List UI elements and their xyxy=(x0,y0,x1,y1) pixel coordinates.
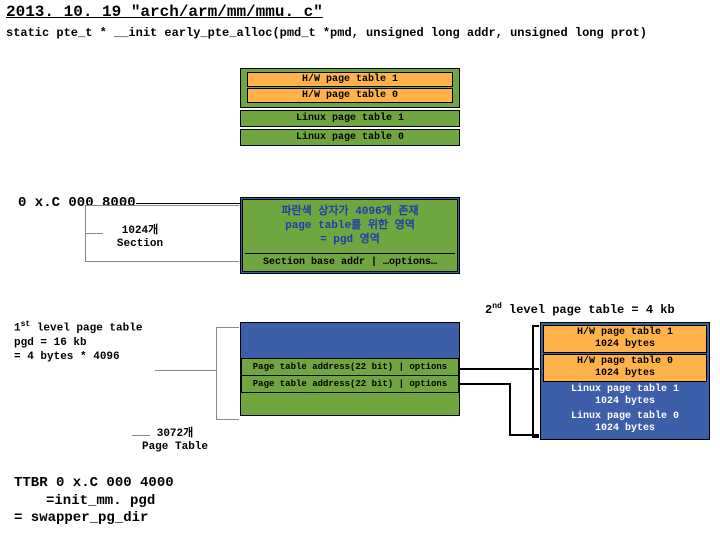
section-count-num: 1024개 xyxy=(122,225,159,237)
ttbr-l3: = swapper_pg_dir xyxy=(14,510,148,526)
pte-block-top: H/W page table 1 H/W page table 0 xyxy=(240,68,460,108)
desc-l2: page table를 위한 영역 xyxy=(285,220,415,232)
sl-l1-a: Linux page table 1 xyxy=(571,384,679,395)
sl-hw0-a: H/W page table 0 xyxy=(577,356,673,367)
ttbr-l2: =init_mm. pgd xyxy=(14,493,155,509)
addr-0xc0008000: 0 x.C 000 8000 xyxy=(18,195,136,211)
connector-line xyxy=(532,436,539,438)
pgd-region-desc: 파란색 상자가 4096개 존재 page table를 위한 영역 = pgd… xyxy=(245,202,455,253)
connector-line xyxy=(136,203,240,204)
sl-l0-a: Linux page table 0 xyxy=(571,411,679,422)
section-count-label: Section xyxy=(117,238,163,250)
page-title: 2013. 10. 19 "arch/arm/mm/mmu. c" xyxy=(0,0,720,24)
linux-page-table-0: Linux page table 0 xyxy=(240,129,460,146)
sl-l1-b: 1024 bytes xyxy=(595,396,655,407)
function-signature: static pte_t * __init early_pte_alloc(pm… xyxy=(0,24,720,46)
hw-page-table-1: H/W page table 1 xyxy=(247,72,453,87)
first-level-label: 1st level page table pgd = 16 kb = 4 byt… xyxy=(14,320,142,365)
sl-l0-b: 1024 bytes xyxy=(595,423,655,434)
pt-count-label: Page Table xyxy=(142,441,208,453)
desc-l3: = pgd 영역 xyxy=(320,234,380,246)
ttbr-l1: TTBR 0 x.C 000 4000 xyxy=(14,475,174,491)
desc-l1: 파란색 상자가 4096개 존재 xyxy=(281,206,418,218)
connector-line xyxy=(85,233,103,234)
page-table-pad xyxy=(241,393,459,415)
second-level-list: H/W page table 1 1024 bytes H/W page tab… xyxy=(540,322,710,440)
sl-linux0: Linux page table 0 1024 bytes xyxy=(543,410,707,436)
ttbr-label: TTBR 0 x.C 000 4000 =init_mm. pgd = swap… xyxy=(14,475,174,528)
connector-line xyxy=(155,370,216,371)
section-base-row: Section base addr | …options… xyxy=(245,253,455,271)
page-table-count: 3072개 Page Table xyxy=(135,428,215,454)
connector-line xyxy=(460,368,539,370)
connector-line xyxy=(85,261,239,262)
connector-line xyxy=(85,205,239,206)
connector-line xyxy=(216,327,239,328)
first-level-l2: pgd = 16 kb xyxy=(14,337,87,349)
pt-count-num: 3072개 xyxy=(157,428,194,440)
connector-line xyxy=(509,383,511,435)
sl-hw0: H/W page table 0 1024 bytes xyxy=(543,354,707,382)
sl-hw1-b: 1024 bytes xyxy=(595,339,655,350)
pt-addr-row-2: Page table address(22 bit) | options xyxy=(242,376,458,392)
connector-line xyxy=(216,419,239,420)
hw-page-table-0: H/W page table 0 xyxy=(247,88,453,103)
page-table-inner: Page table address(22 bit) | options Pag… xyxy=(241,358,459,393)
connector-line xyxy=(216,327,217,419)
connector-line xyxy=(85,205,86,261)
sl-hw1-a: H/W page table 1 xyxy=(577,327,673,338)
pgd-region-inner: 파란색 상자가 4096개 존재 page table를 위한 영역 = pgd… xyxy=(242,199,458,272)
second-level-title: 2nd level page table = 4 kb xyxy=(485,302,675,317)
linux-page-table-1: Linux page table 1 xyxy=(240,110,460,127)
connector-line xyxy=(532,325,534,437)
sl-linux1: Linux page table 1 1024 bytes xyxy=(543,383,707,409)
pgd-region-block: 파란색 상자가 4096개 존재 page table를 위한 영역 = pgd… xyxy=(240,197,460,274)
connector-line xyxy=(132,435,150,436)
first-level-l3: = 4 bytes * 4096 xyxy=(14,351,120,363)
pte-block: H/W page table 1 H/W page table 0 Linux … xyxy=(240,68,460,146)
connector-line xyxy=(532,325,539,327)
page-table-block: Page table address(22 bit) | options Pag… xyxy=(240,322,460,416)
section-count: 1024개 Section xyxy=(105,225,175,251)
sl-hw0-b: 1024 bytes xyxy=(595,368,655,379)
sl-hw1: H/W page table 1 1024 bytes xyxy=(543,325,707,353)
connector-line xyxy=(460,383,510,385)
pt-addr-row-1: Page table address(22 bit) | options xyxy=(242,359,458,376)
